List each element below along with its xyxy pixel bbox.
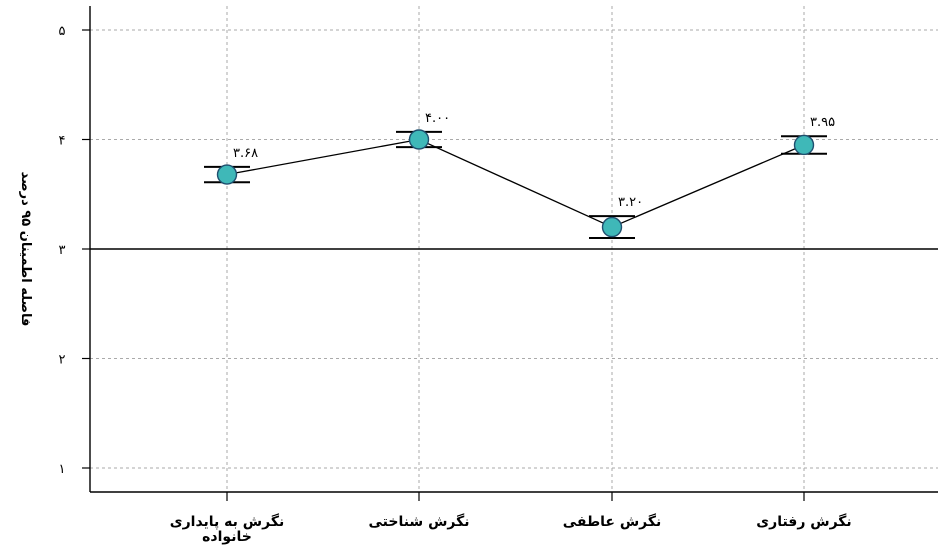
data-labels: ۳.۶۸ ۴.۰۰ ۳.۲۰ ۳.۹۵ xyxy=(233,111,835,210)
data-label: ۳.۶۸ xyxy=(233,146,258,161)
x-tick-label: نگرش به پایداری xyxy=(170,513,284,530)
y-tick-label: ۱ xyxy=(59,462,66,477)
data-point xyxy=(793,134,815,156)
data-label: ۳.۲۰ xyxy=(618,195,643,210)
data-points xyxy=(216,129,815,238)
x-tick-label: نگرش رفتاری xyxy=(756,513,851,530)
y-axis-ticks: ۱ ۲ ۳ ۴ ۵ xyxy=(59,24,90,477)
y-tick-label: ۲ xyxy=(59,353,66,368)
data-point xyxy=(408,129,430,150)
data-label: ۴.۰۰ xyxy=(425,111,450,126)
series-line xyxy=(226,138,805,228)
series-line-path xyxy=(226,138,805,228)
y-tick-label: ۴ xyxy=(59,134,66,149)
x-tick-label: خانواده xyxy=(202,529,252,545)
data-point xyxy=(601,216,623,238)
x-tick-label: نگرش عاطفی xyxy=(563,513,662,530)
error-bars xyxy=(204,130,827,240)
axes xyxy=(89,6,938,493)
y-axis-title: فاصله اطمینان ۹۵ درصد xyxy=(18,172,33,327)
y-tick-label: ۵ xyxy=(59,24,66,39)
data-point xyxy=(216,164,238,185)
y-tick-label: ۳ xyxy=(59,243,66,258)
data-label: ۳.۹۵ xyxy=(810,115,835,130)
x-tick-label: نگرش شناختی xyxy=(368,513,469,530)
